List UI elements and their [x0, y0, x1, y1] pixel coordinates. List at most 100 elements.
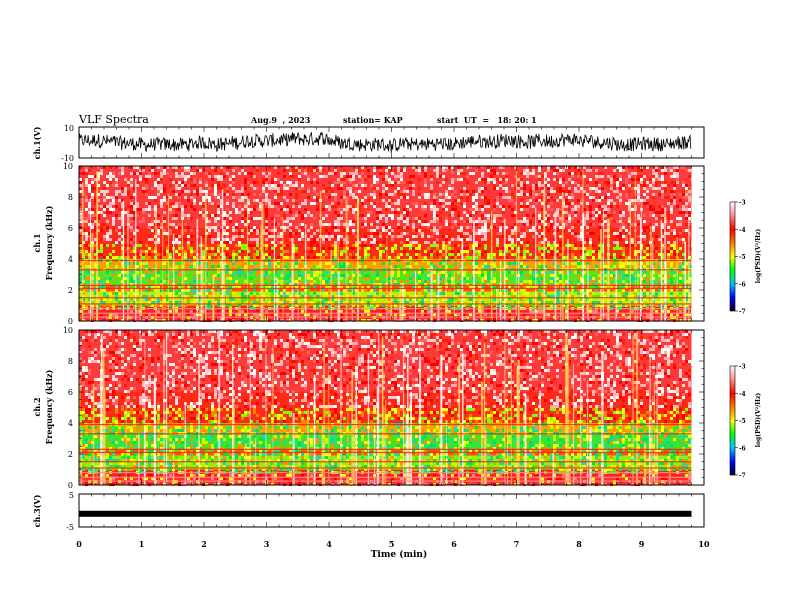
spectrogram-cell	[91, 193, 94, 196]
spectrogram-cell	[250, 184, 253, 187]
spectrogram-cell	[121, 187, 124, 190]
spectrogram-cell	[106, 265, 109, 268]
spectrogram-cell	[547, 301, 550, 304]
spectrogram-cell	[643, 298, 646, 301]
spectrogram-cell	[592, 286, 595, 289]
spectrogram-cell	[568, 310, 571, 313]
spectrogram-cell	[133, 250, 136, 253]
spectrogram-cell	[412, 244, 415, 247]
spectrogram-cell	[238, 241, 241, 244]
spectrogram-cell	[508, 304, 511, 307]
spectrogram-cell	[400, 313, 403, 316]
spectrogram-cell	[484, 223, 487, 226]
spectrogram-cell	[574, 286, 577, 289]
spectrogram-cell	[652, 178, 655, 181]
spectrogram-cell	[364, 310, 367, 313]
spectrogram-cell	[601, 247, 604, 250]
spectrogram-cell	[619, 196, 622, 199]
spectrogram-cell	[556, 304, 559, 307]
spectrogram-cell	[121, 298, 124, 301]
spectrogram-cell	[223, 217, 226, 220]
spectrogram-cell	[484, 205, 487, 208]
spectrogram-cell	[139, 241, 142, 244]
spectrogram-cell	[592, 187, 595, 190]
spectrogram-cell	[457, 214, 460, 217]
spectrogram-cell	[313, 217, 316, 220]
spectrogram-cell	[304, 214, 307, 217]
spectrogram-cell	[316, 181, 319, 184]
spectrogram-cell	[205, 181, 208, 184]
spectrogram-cell	[409, 298, 412, 301]
spectrogram-cell	[583, 265, 586, 268]
spectrogram-cell	[325, 226, 328, 229]
spectrogram-cell	[301, 217, 304, 220]
spectrogram-cell	[577, 169, 580, 172]
spectrogram-cell	[385, 220, 388, 223]
spectrogram-cell	[190, 274, 193, 277]
spectrogram-cell	[94, 202, 97, 205]
spectrogram-cell	[250, 211, 253, 214]
spectrogram-cell	[352, 304, 355, 307]
spectrogram-cell	[232, 196, 235, 199]
spectrogram-cell	[148, 253, 151, 256]
spectrogram-cell	[178, 313, 181, 316]
spectrogram-cell	[265, 226, 268, 229]
spectrogram-cell	[616, 241, 619, 244]
spectrogram-cell	[598, 223, 601, 226]
spectrogram-cell	[427, 223, 430, 226]
spectrogram-cell	[403, 289, 406, 292]
spectrogram-cell	[217, 187, 220, 190]
spectrogram-cell	[88, 169, 91, 172]
spectrogram-cell	[322, 169, 325, 172]
spectrogram-cell	[190, 292, 193, 295]
spectrogram-cell	[277, 187, 280, 190]
spectrogram-cell	[379, 256, 382, 259]
spectrogram-cell	[88, 223, 91, 226]
spectrogram-cell	[628, 208, 631, 211]
spectrogram-cell	[514, 187, 517, 190]
spectrogram-cell	[610, 229, 613, 232]
spectrogram-cell	[391, 247, 394, 250]
spectrogram-cell	[484, 313, 487, 316]
spectrogram-cell	[394, 310, 397, 313]
spectrogram-cell	[343, 208, 346, 211]
spectrogram-cell	[232, 280, 235, 283]
spectrogram-cell	[274, 226, 277, 229]
spectrogram-cell	[586, 184, 589, 187]
spectrogram-cell	[349, 280, 352, 283]
spectrogram-cell	[142, 295, 145, 298]
spectrogram-cell	[625, 238, 628, 241]
spectrogram-cell	[655, 187, 658, 190]
spectrogram-cell	[601, 172, 604, 175]
spectrogram-cell	[448, 196, 451, 199]
spectrogram-cell	[262, 298, 265, 301]
spectrogram-cell	[289, 286, 292, 289]
spectrogram-cell	[166, 253, 169, 256]
spectrogram-cell	[298, 280, 301, 283]
spectrogram-cell	[136, 226, 139, 229]
spectrogram-cell	[139, 175, 142, 178]
spectrogram-cell	[481, 304, 484, 307]
spectrogram-cell	[424, 313, 427, 316]
spectrogram-cell	[238, 256, 241, 259]
spectrogram-cell	[607, 199, 610, 202]
spectrogram-cell	[649, 187, 652, 190]
spectrogram-cell	[244, 187, 247, 190]
spectrogram-cell	[403, 292, 406, 295]
spectrogram-cell	[484, 250, 487, 253]
spectrogram-cell	[328, 247, 331, 250]
spectrogram-cell	[580, 304, 583, 307]
spectrogram-cell	[139, 208, 142, 211]
spectrogram-cell	[121, 289, 124, 292]
spectrogram-cell	[445, 169, 448, 172]
spectrogram-cell	[502, 187, 505, 190]
spectrogram-cell	[394, 280, 397, 283]
spectrogram-cell	[163, 253, 166, 256]
spectrogram-cell	[241, 196, 244, 199]
spectrogram-cell	[94, 265, 97, 268]
spectrogram-cell	[451, 220, 454, 223]
spectrogram-cell	[124, 283, 127, 286]
spectrogram-cell	[556, 265, 559, 268]
spectrogram-cell	[454, 265, 457, 268]
spectrogram-cell	[226, 253, 229, 256]
